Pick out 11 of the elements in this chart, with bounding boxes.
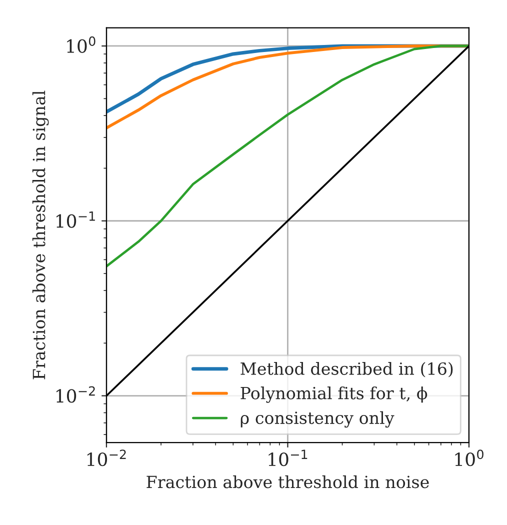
y-tick-label: 10$^{−2}$	[56, 386, 95, 403]
legend-label: Polynomial fits for t, ϕ	[240, 386, 428, 403]
x-axis-title: Fraction above threshold in noise	[146, 475, 429, 488]
legend-label: ρ consistency only	[240, 411, 394, 428]
y-tick-label: 10$^{0}$	[67, 36, 96, 53]
legend-label: Method described in (16)	[240, 362, 453, 378]
y-axis-title: Fraction above threshold in signal	[32, 90, 49, 380]
x-tick-label: 10$^{0}$	[455, 450, 484, 466]
x-tick-label: 10$^{−2}$	[87, 450, 126, 466]
y-tick-label: 10$^{−1}$	[56, 211, 95, 228]
x-tick-label: 10$^{−1}$	[268, 450, 308, 466]
